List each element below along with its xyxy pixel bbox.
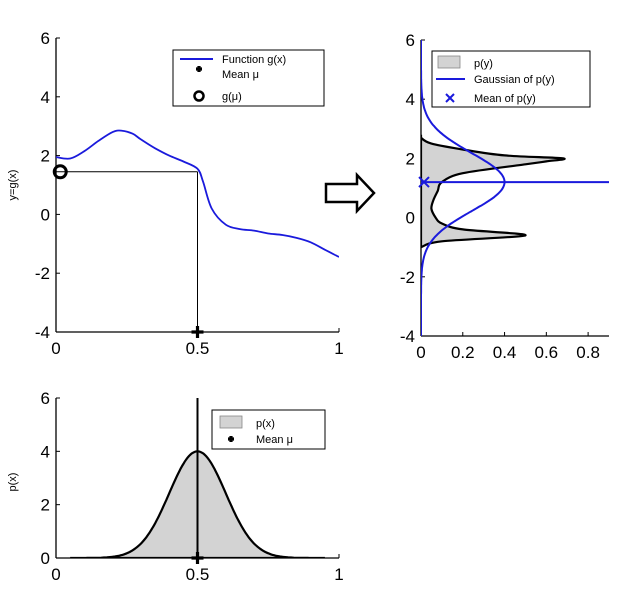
py-plot-x-tick-label: 0 bbox=[416, 343, 425, 362]
px-plot-y-tick-label: 6 bbox=[41, 389, 50, 408]
legend-mean-label: Mean μ bbox=[256, 434, 293, 446]
py-plot-x-tick-label: 0.4 bbox=[493, 343, 517, 362]
g-plot-x-tick-label: 0.5 bbox=[186, 339, 210, 358]
py-plot-y-tick-label: 4 bbox=[406, 90, 415, 109]
px-plot: p(x) 0 2 4 6 0 0.5 1 p(x) Mean μ bbox=[7, 389, 344, 584]
g-plot-y-tick-label: -2 bbox=[35, 264, 50, 283]
px-mean-marker bbox=[191, 552, 204, 564]
legend-gmu-label: g(μ) bbox=[222, 91, 242, 103]
legend-gaussian-label: Gaussian of p(y) bbox=[474, 74, 555, 86]
py-plot: -4 -2 0 2 4 6 0 0.2 0.4 0.6 0.8 p(y) Gaussian of … bbox=[400, 31, 609, 362]
legend-meanpy-label: Mean of p(y) bbox=[474, 93, 536, 105]
arrow-right-icon bbox=[324, 171, 376, 215]
px-plot-y-tick-label: 2 bbox=[41, 496, 50, 515]
py-plot-y-tick-label: 0 bbox=[406, 209, 415, 228]
legend-plus-icon bbox=[228, 436, 234, 442]
g-plot-y-tick-label: -4 bbox=[35, 323, 50, 342]
g-plot-y-tick-label: 0 bbox=[41, 205, 50, 224]
g-plot-y-tick-label: 2 bbox=[41, 147, 50, 166]
legend-plus-icon bbox=[196, 66, 202, 72]
py-mean-marker bbox=[418, 176, 430, 188]
legend-x-icon bbox=[445, 93, 455, 103]
px-plot-y-tick-label: 0 bbox=[41, 549, 50, 568]
py-plot-y-tick-label: -4 bbox=[400, 327, 415, 346]
g-plot-x-tick-label: 0 bbox=[51, 339, 60, 358]
legend-g-label: Function g(x) bbox=[222, 54, 286, 66]
g-plot-y-tick-label: 4 bbox=[41, 88, 50, 107]
g-plot: y=g(x) -4 -2 0 2 4 6 0 0.5 1 Function g(x) Mean… bbox=[7, 29, 344, 358]
legend-px-label: p(x) bbox=[256, 418, 275, 430]
g-plot-legend: Function g(x) Mean μ g(μ) bbox=[172, 49, 325, 107]
g-plot-mean-marker bbox=[191, 326, 204, 338]
g-plot-gmu-marker bbox=[52, 164, 68, 180]
px-plot-ylabel: p(x) bbox=[7, 473, 19, 492]
py-plot-y-tick-label: 2 bbox=[406, 149, 415, 168]
py-plot-x-tick-label: 0.2 bbox=[451, 343, 475, 362]
px-plot-y-tick-label: 4 bbox=[41, 442, 50, 461]
py-plot-x-tick-label: 0.6 bbox=[535, 343, 559, 362]
py-plot-x-tick-label: 0.8 bbox=[576, 343, 600, 362]
px-plot-legend: p(x) Mean μ bbox=[211, 409, 326, 450]
g-plot-ylabel: y=g(x) bbox=[7, 170, 19, 201]
g-curve bbox=[56, 129, 339, 258]
py-plot-y-tick-label: -2 bbox=[400, 268, 415, 287]
legend-py-label: p(y) bbox=[474, 58, 493, 70]
py-plot-legend: p(y) Gaussian of p(y) Mean of p(y) bbox=[431, 50, 591, 108]
g-plot-y-tick-label: 6 bbox=[41, 29, 50, 48]
px-plot-x-tick-label: 0 bbox=[51, 565, 60, 584]
g-plot-x-tick-label: 1 bbox=[334, 339, 343, 358]
legend-mean-label: Mean μ bbox=[222, 69, 259, 81]
py-plot-y-tick-label: 6 bbox=[406, 31, 415, 50]
legend-area-icon bbox=[219, 415, 243, 429]
px-plot-x-tick-label: 0.5 bbox=[186, 565, 210, 584]
legend-circle-icon bbox=[193, 90, 205, 102]
py-gaussian-curve bbox=[421, 40, 506, 336]
legend-area-icon bbox=[437, 55, 461, 69]
px-plot-x-tick-label: 1 bbox=[334, 565, 343, 584]
